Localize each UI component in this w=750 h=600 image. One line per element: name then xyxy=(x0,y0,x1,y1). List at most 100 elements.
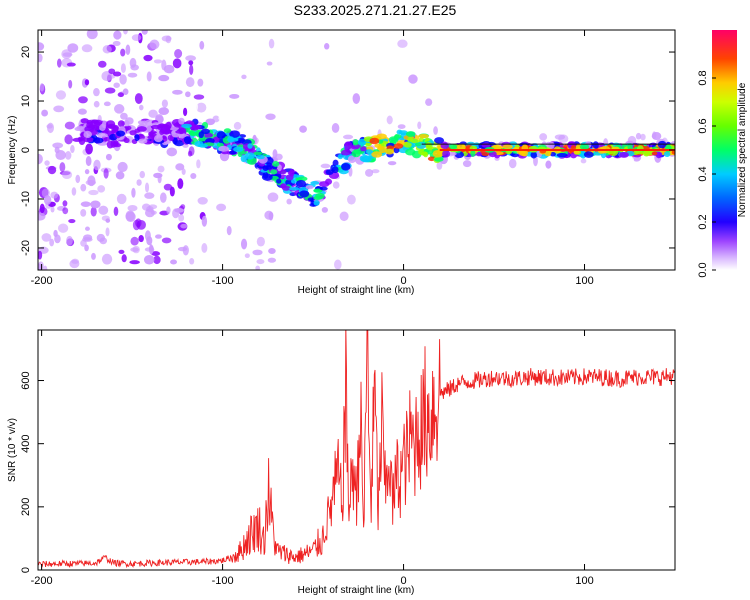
spectrogram-cell xyxy=(190,173,197,179)
spectrogram-cell xyxy=(288,186,300,191)
spectrogram-cell xyxy=(112,71,122,77)
spectrogram-cell xyxy=(285,174,294,181)
spectrogram-cell xyxy=(144,208,155,218)
spectrogram-cell xyxy=(386,145,395,150)
spectrogram-cell xyxy=(53,229,58,237)
spectrogram-cell xyxy=(57,58,62,68)
spectrogram-cell xyxy=(233,121,242,130)
spectrogram-cell xyxy=(357,138,367,146)
spectrogram-cell xyxy=(86,119,93,125)
spectrogram-cell xyxy=(352,139,359,146)
spectrogram-cell xyxy=(116,130,126,137)
spectrogram-cell xyxy=(68,79,73,89)
spectrogram-cell xyxy=(216,131,226,139)
spectrogram-cell xyxy=(180,223,188,229)
spectrogram-cell xyxy=(371,169,380,174)
spectrogram-cell xyxy=(98,205,109,215)
spectrogram-cell xyxy=(508,158,517,169)
spectrogram-cell xyxy=(157,165,165,173)
spectrogram-cell xyxy=(268,247,276,255)
spectrogram-cell xyxy=(415,142,422,147)
spectrogram-cell xyxy=(114,104,125,114)
spectrogram-cell xyxy=(134,134,140,142)
spectrogram-cell xyxy=(205,118,216,126)
spectrogram-cell xyxy=(592,141,599,149)
spectrogram-cell xyxy=(442,150,451,158)
spectrogram-cell xyxy=(118,249,125,255)
spectrogram-cell xyxy=(161,35,172,42)
spectrogram-cell xyxy=(405,131,416,137)
spectrogram-cell xyxy=(502,144,513,150)
spectrogram-cell xyxy=(393,147,400,154)
colorbar-tick-label: 0.0 xyxy=(697,262,709,277)
spectrogram-cell xyxy=(580,158,587,164)
spectrogram-cell xyxy=(181,123,192,129)
spectrogram-cell xyxy=(50,191,59,199)
spectrogram-cell xyxy=(180,204,186,210)
spectrogram-cell xyxy=(99,124,106,131)
spectrogram-cell xyxy=(165,121,172,130)
spectrogram-cell xyxy=(185,77,195,88)
spectrogram-cell xyxy=(89,123,96,128)
spectrogram-cell xyxy=(155,234,162,239)
spectrogram-cell xyxy=(131,187,136,198)
spectrogram-cell xyxy=(344,144,350,152)
spectrogram-cell xyxy=(103,101,111,107)
spectrogram-cell xyxy=(159,128,165,136)
spectrogram-cell xyxy=(77,136,83,142)
colorbar-tick-label: 0.6 xyxy=(697,118,709,133)
spectrogram-cell xyxy=(393,143,404,149)
spectrogram-cell xyxy=(341,149,352,156)
colorbar-gradient xyxy=(712,30,737,270)
spectrogram-cell xyxy=(295,179,307,188)
spectrogram-cell xyxy=(127,72,138,78)
spectrogram-cell xyxy=(150,210,157,215)
spectrogram-cell xyxy=(117,120,125,128)
spectrogram-cell xyxy=(104,87,116,94)
spectrogram-cell xyxy=(291,179,297,184)
spectrogram-cell xyxy=(371,264,380,270)
spectrogram-cell xyxy=(170,259,178,265)
spectrogram-cell xyxy=(265,113,276,120)
spectrogram-cell xyxy=(384,148,395,155)
spectrogram-cell xyxy=(86,30,98,40)
spectrogram-cell xyxy=(62,207,69,215)
spectrogram-cell xyxy=(80,183,87,192)
spectrogram-cell xyxy=(44,160,50,166)
snr-frame xyxy=(37,329,676,571)
spectrogram-cell xyxy=(138,235,144,243)
spectrogram-cell xyxy=(97,132,108,138)
spectrogram-cell xyxy=(267,257,277,263)
spectrogram-cell xyxy=(261,173,273,181)
spectrogram-cell xyxy=(436,161,443,170)
spectrogram-cell xyxy=(38,153,43,165)
spectrogram-cell xyxy=(85,179,97,186)
spectrogram-cell xyxy=(129,130,137,136)
spectrogram-cell xyxy=(50,206,55,213)
spectrogram-cell xyxy=(252,249,263,256)
spectrogram-cell xyxy=(102,45,112,54)
spectrogram-cell xyxy=(178,117,185,125)
spectrogram-cell xyxy=(172,208,180,219)
spectrogram-cell xyxy=(276,178,282,184)
snr-x-tick-label: -200 xyxy=(31,575,53,587)
spectrogram-cell xyxy=(136,126,147,132)
spectrogram-cell xyxy=(88,189,99,196)
spectrogram-cell xyxy=(244,253,250,259)
spectrogram-cell xyxy=(138,138,148,144)
spectrogram-cell xyxy=(148,204,158,210)
spectrogram-cell xyxy=(113,30,122,40)
spectrogram-y-tick-label: -10 xyxy=(20,191,32,207)
spectrogram-cell xyxy=(120,63,126,74)
spectrogram-cell xyxy=(108,68,116,74)
spectrogram-cell xyxy=(158,74,170,82)
spectrogram-cell xyxy=(90,206,97,217)
spectrogram-cell xyxy=(153,59,163,64)
snr-ticks: -200 -100 0 100 0 200 400 600 xyxy=(20,330,675,587)
spectrogram-cell xyxy=(199,40,205,50)
spectrogram-cell xyxy=(77,108,87,115)
spectrogram-cell xyxy=(166,206,171,215)
spectrogram-x-tick-label: 100 xyxy=(575,275,593,287)
spectrogram-cell xyxy=(307,197,315,202)
